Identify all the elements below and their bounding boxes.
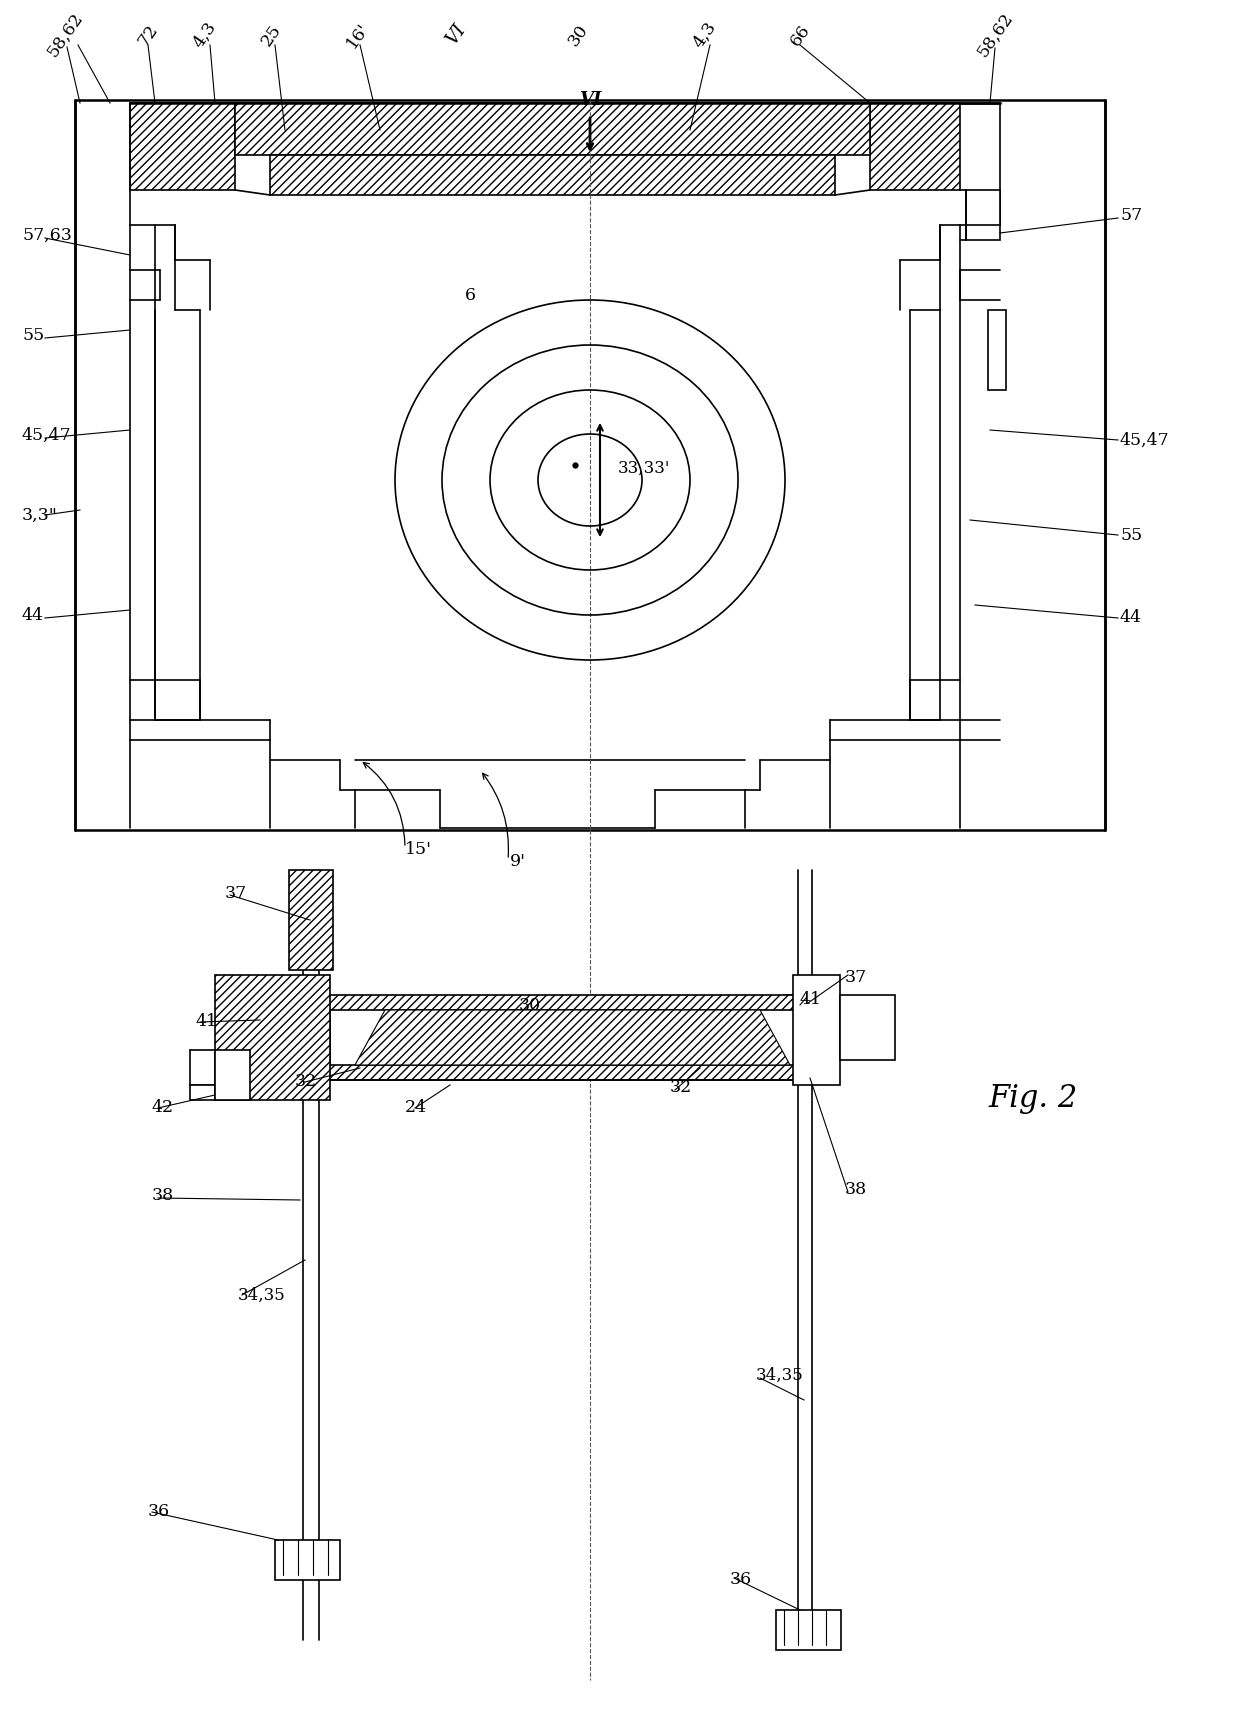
Polygon shape bbox=[289, 870, 334, 971]
Text: 32: 32 bbox=[295, 1073, 317, 1090]
Polygon shape bbox=[236, 103, 870, 156]
Text: VI: VI bbox=[443, 21, 470, 50]
Polygon shape bbox=[870, 103, 960, 190]
Text: 38: 38 bbox=[153, 1186, 174, 1203]
Bar bbox=[988, 309, 1006, 390]
Text: 55: 55 bbox=[22, 326, 45, 344]
Polygon shape bbox=[215, 976, 330, 1101]
Bar bbox=[190, 1085, 215, 1101]
Text: 36: 36 bbox=[148, 1504, 170, 1521]
Text: 30: 30 bbox=[518, 996, 541, 1013]
Polygon shape bbox=[270, 156, 835, 195]
Text: 38: 38 bbox=[844, 1181, 867, 1198]
Text: 37: 37 bbox=[224, 885, 247, 902]
Text: 44: 44 bbox=[1120, 610, 1142, 627]
Text: 66: 66 bbox=[786, 21, 813, 50]
Text: 44: 44 bbox=[22, 607, 43, 624]
Text: 4,3: 4,3 bbox=[190, 19, 219, 51]
Polygon shape bbox=[355, 1010, 790, 1065]
Polygon shape bbox=[215, 1049, 250, 1101]
Polygon shape bbox=[130, 103, 236, 190]
Text: 16': 16' bbox=[343, 19, 373, 51]
Text: VI: VI bbox=[579, 91, 601, 109]
Text: 34,35: 34,35 bbox=[756, 1367, 804, 1384]
Polygon shape bbox=[330, 1010, 815, 1065]
Polygon shape bbox=[784, 995, 826, 1075]
Text: 45,47: 45,47 bbox=[1120, 431, 1169, 448]
Bar bbox=[794, 976, 839, 1085]
Text: 37: 37 bbox=[844, 969, 867, 986]
Text: 42: 42 bbox=[153, 1099, 174, 1116]
Text: 41: 41 bbox=[800, 991, 822, 1008]
Polygon shape bbox=[325, 995, 820, 1080]
Text: 58,62: 58,62 bbox=[43, 10, 87, 60]
Text: 36: 36 bbox=[730, 1572, 753, 1588]
Text: 32: 32 bbox=[670, 1080, 692, 1097]
Bar bbox=[839, 995, 895, 1060]
Text: 3,3": 3,3" bbox=[22, 506, 58, 523]
Text: 57,63: 57,63 bbox=[22, 227, 72, 243]
Text: 34,35: 34,35 bbox=[238, 1287, 285, 1304]
Text: 55: 55 bbox=[1120, 526, 1142, 543]
Bar bbox=[966, 190, 999, 239]
Text: 58,62: 58,62 bbox=[973, 10, 1017, 60]
Text: 9': 9' bbox=[510, 853, 526, 870]
Text: 57: 57 bbox=[1120, 207, 1142, 224]
Bar bbox=[776, 1610, 841, 1649]
Text: Fig. 2: Fig. 2 bbox=[988, 1082, 1078, 1114]
Text: 41: 41 bbox=[195, 1013, 217, 1031]
Text: 30: 30 bbox=[564, 21, 591, 50]
Text: 24: 24 bbox=[405, 1099, 427, 1116]
Text: 15': 15' bbox=[405, 841, 432, 858]
Text: 33,33': 33,33' bbox=[618, 460, 671, 477]
Text: 4,3: 4,3 bbox=[691, 19, 720, 51]
Bar bbox=[275, 1540, 340, 1581]
Text: 45,47: 45,47 bbox=[22, 427, 72, 444]
Text: 72: 72 bbox=[135, 21, 161, 50]
Text: 25: 25 bbox=[259, 21, 285, 50]
Text: 6: 6 bbox=[465, 287, 475, 304]
